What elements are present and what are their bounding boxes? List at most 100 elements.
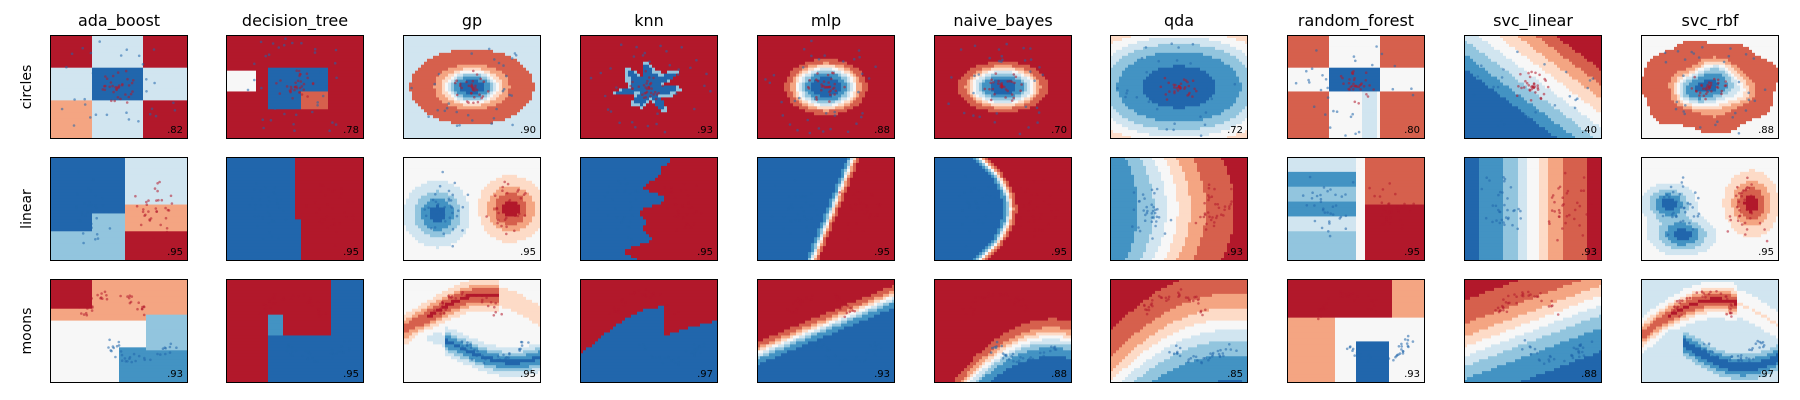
sample-point [652, 76, 655, 80]
sample-point [795, 308, 798, 311]
sample-point [264, 304, 268, 307]
sample-point [159, 223, 162, 227]
sample-point [1373, 304, 1376, 307]
sample-point [1693, 75, 1696, 79]
sample-point [1662, 195, 1666, 199]
sample-point [458, 84, 462, 88]
sample-point [1675, 307, 1679, 310]
sample-point [1349, 115, 1353, 119]
sample-point [345, 215, 348, 219]
sample-point [787, 195, 791, 199]
sample-point [1701, 46, 1704, 49]
sample-point [448, 216, 452, 219]
sample-point [319, 313, 323, 317]
sample-point [351, 214, 355, 217]
sample-point [123, 357, 127, 360]
sample-point [527, 341, 530, 344]
sample-point [1502, 68, 1505, 71]
sample-point [319, 70, 322, 74]
sample-point [474, 84, 477, 88]
sample-point [1188, 298, 1191, 302]
sample-point [855, 122, 858, 125]
sample-point [298, 72, 302, 76]
sample-point [101, 204, 105, 207]
sample-point [142, 208, 145, 211]
sample-point [1335, 110, 1339, 113]
sample-point [1155, 107, 1159, 111]
sample-point [1054, 216, 1057, 219]
sample-point [1763, 228, 1766, 231]
sample-point [482, 80, 486, 83]
sample-point [977, 218, 980, 222]
sample-point [880, 346, 883, 350]
sample-point [127, 84, 131, 87]
sample-point [994, 72, 998, 75]
sample-point [410, 86, 413, 90]
sample-point [85, 313, 89, 317]
sample-point [869, 213, 872, 216]
sample-point [1484, 216, 1488, 220]
sample-point [797, 300, 801, 304]
sample-point [845, 194, 849, 198]
sample-point [615, 86, 618, 89]
sample-point [256, 224, 259, 228]
sample-point [466, 193, 470, 197]
sample-point [325, 85, 328, 88]
sample-point [1527, 116, 1530, 119]
sample-point [126, 77, 129, 81]
sample-point [809, 204, 812, 207]
sample-point [1736, 219, 1740, 223]
sample-point [626, 225, 630, 228]
sample-point [1022, 204, 1026, 208]
sample-point [1183, 87, 1186, 90]
sample-point [465, 80, 468, 84]
sample-point [1544, 79, 1547, 82]
sample-point [1524, 120, 1528, 124]
sample-point [324, 312, 328, 315]
sample-point [854, 202, 857, 206]
sample-point [1752, 57, 1756, 60]
sample-point [81, 46, 84, 50]
sample-point [835, 295, 839, 299]
sample-point [1543, 63, 1546, 66]
sample-point [790, 203, 793, 206]
sample-point [631, 80, 634, 84]
sample-point [1357, 102, 1360, 105]
sample-point [80, 312, 83, 315]
sample-point [487, 47, 491, 51]
sample-point [275, 82, 278, 85]
sample-point [500, 224, 503, 228]
sample-point [1394, 192, 1397, 196]
sample-point [101, 88, 105, 91]
sample-point [325, 215, 329, 218]
sample-point [999, 292, 1002, 296]
accuracy-score: .82 [167, 125, 183, 136]
sample-point [153, 81, 156, 85]
sample-point [833, 114, 837, 117]
decision-surface [934, 35, 1072, 139]
sample-point [1040, 357, 1043, 361]
sample-point [686, 194, 690, 197]
sample-point [251, 197, 254, 200]
sample-point [615, 227, 619, 231]
sample-point [1729, 312, 1732, 315]
sample-point [799, 195, 803, 199]
sample-point [1505, 310, 1509, 314]
sample-point [261, 216, 265, 220]
sample-point [282, 296, 285, 299]
sample-point [317, 314, 321, 318]
sample-point [142, 236, 146, 240]
sample-point [623, 177, 627, 180]
sample-point [977, 73, 981, 76]
sample-point [1506, 197, 1509, 200]
sample-point [1173, 86, 1176, 89]
panel-circles-ada_boost: .82 [50, 35, 188, 139]
sample-point [1520, 294, 1524, 297]
sample-point [1191, 95, 1194, 98]
sample-point [1178, 85, 1181, 88]
sample-point [253, 78, 256, 82]
sample-point [1208, 215, 1211, 219]
sample-point [825, 349, 829, 352]
sample-point [1029, 356, 1032, 359]
sample-point [155, 210, 159, 213]
